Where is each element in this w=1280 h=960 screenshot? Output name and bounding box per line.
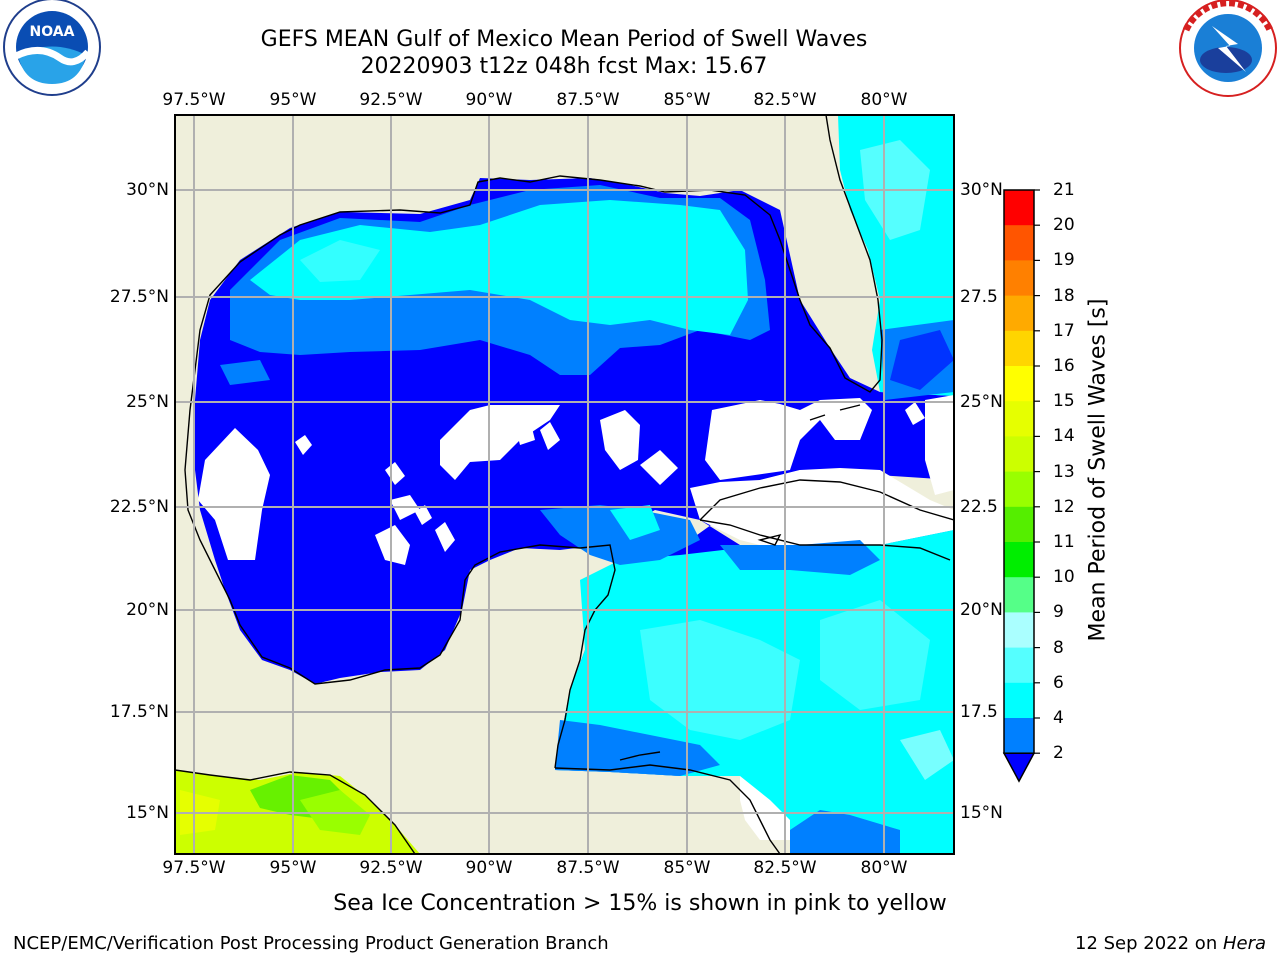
lat-label-left: 20°N bbox=[126, 600, 169, 620]
colorbar-segment bbox=[1004, 647, 1034, 684]
colorbar-label: 14 bbox=[1053, 426, 1075, 447]
colorbar-segment bbox=[1004, 542, 1034, 578]
colorbar-segment bbox=[1004, 225, 1034, 261]
footer-host: Hera bbox=[1222, 933, 1266, 954]
colorbar-title: Mean Period of Swell Waves [s] bbox=[1085, 298, 1111, 642]
lon-label-bottom: 97.5°W bbox=[162, 858, 226, 878]
lat-label-left: 15°N bbox=[126, 803, 169, 823]
lat-label-left: 30°N bbox=[126, 180, 169, 200]
lon-label-bottom: 90°W bbox=[465, 858, 513, 878]
colorbar-segment bbox=[1004, 506, 1034, 543]
colorbar-segment bbox=[1004, 260, 1034, 297]
colorbar-segment bbox=[1004, 612, 1034, 649]
colorbar-label: 18 bbox=[1053, 285, 1075, 306]
lon-label-bottom: 80°W bbox=[860, 858, 908, 878]
lat-label-right: 22.5 bbox=[960, 497, 998, 517]
colorbar bbox=[1002, 189, 1040, 783]
map-frame bbox=[174, 114, 955, 855]
lat-label-left: 25°N bbox=[126, 392, 169, 412]
colorbar-segment bbox=[1004, 190, 1034, 226]
colorbar-segment bbox=[1004, 718, 1034, 754]
lon-label-bottom: 85°W bbox=[663, 858, 711, 878]
colorbar-label: 9 bbox=[1053, 602, 1064, 623]
lon-label-bottom: 87.5°W bbox=[556, 858, 620, 878]
lat-label-right: 30°N bbox=[960, 180, 1003, 200]
lat-label-left: 17.5°N bbox=[109, 702, 169, 722]
lon-label-bottom: 82.5°W bbox=[753, 858, 817, 878]
lon-label-top: 82.5°W bbox=[753, 90, 817, 110]
colorbar-label: 12 bbox=[1053, 496, 1075, 517]
colorbar-label: 20 bbox=[1053, 215, 1075, 236]
coastlines bbox=[175, 115, 954, 854]
colorbar-label: 4 bbox=[1053, 708, 1064, 728]
footer-credit: NCEP/EMC/Verification Post Processing Pr… bbox=[13, 933, 609, 954]
map-subtitle: 20220903 t12z 048h fcst Max: 15.67 bbox=[360, 54, 768, 79]
colorbar-label: 6 bbox=[1053, 672, 1064, 693]
footer-date: 12 Sep 2022 on Hera bbox=[1075, 933, 1266, 954]
lat-label-right: 27.5 bbox=[960, 287, 998, 307]
lon-label-top: 90°W bbox=[465, 90, 513, 110]
colorbar-label: 13 bbox=[1053, 461, 1075, 482]
lat-label-left: 22.5°N bbox=[109, 497, 169, 517]
colorbar-segment bbox=[1004, 682, 1034, 719]
sea-ice-note: Sea Ice Concentration > 15% is shown in … bbox=[0, 891, 1280, 916]
colorbar-segment bbox=[1004, 471, 1034, 508]
map-title: GEFS MEAN Gulf of Mexico Mean Period of … bbox=[260, 27, 868, 52]
colorbar-label: 19 bbox=[1053, 250, 1075, 271]
colorbar-label: 16 bbox=[1053, 356, 1075, 376]
colorbar-label: 17 bbox=[1053, 320, 1075, 341]
colorbar-label: 10 bbox=[1053, 567, 1075, 588]
gridlines bbox=[175, 115, 954, 854]
lon-label-top: 80°W bbox=[860, 90, 908, 110]
lon-label-top: 97.5°W bbox=[162, 90, 226, 110]
lon-label-top: 92.5°W bbox=[359, 90, 423, 110]
nws-logo bbox=[1179, 0, 1277, 97]
colorbar-label: 15 bbox=[1053, 391, 1075, 412]
colorbar-segment bbox=[1004, 295, 1034, 332]
colorbar-extend-arrow bbox=[1002, 752, 1036, 783]
noaa-logo: NOAA bbox=[3, 0, 101, 96]
colorbar-segment bbox=[1004, 330, 1034, 367]
lat-label-right: 25°N bbox=[960, 392, 1003, 412]
lat-label-right: 17.5 bbox=[960, 702, 998, 722]
lat-label-right: 15°N bbox=[960, 803, 1003, 823]
colorbar-label: 11 bbox=[1053, 532, 1075, 552]
lat-label-left: 27.5°N bbox=[109, 287, 169, 307]
colorbar-label: 21 bbox=[1053, 180, 1075, 200]
colorbar-label: 8 bbox=[1053, 637, 1064, 658]
colorbar-label: 2 bbox=[1053, 743, 1064, 764]
colorbar-segment bbox=[1004, 366, 1034, 402]
lon-label-bottom: 92.5°W bbox=[359, 858, 423, 878]
lon-label-top: 85°W bbox=[663, 90, 711, 110]
colorbar-segment bbox=[1004, 577, 1034, 613]
footer-date-text: 12 Sep 2022 on bbox=[1075, 933, 1223, 954]
lon-label-top: 95°W bbox=[269, 90, 317, 110]
noaa-logo-text: NOAA bbox=[30, 24, 75, 40]
sea-ice-note-text: Sea Ice Concentration > 15% is shown in … bbox=[333, 891, 947, 916]
lat-label-right: 20°N bbox=[960, 600, 1003, 620]
lon-label-top: 87.5°W bbox=[556, 90, 620, 110]
colorbar-segment bbox=[1004, 401, 1034, 437]
colorbar-segment bbox=[1004, 436, 1034, 473]
lon-label-bottom: 95°W bbox=[269, 858, 317, 878]
